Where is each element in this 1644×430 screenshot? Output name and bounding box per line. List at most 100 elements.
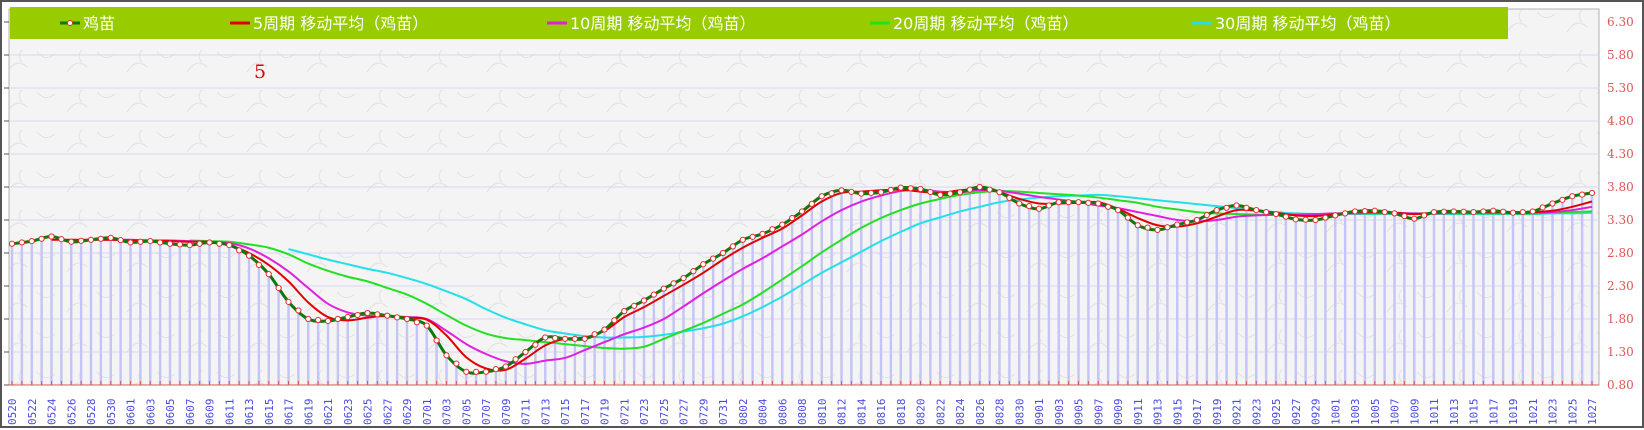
- data-point-marker: [1430, 208, 1438, 216]
- data-point-marker: [1045, 202, 1052, 209]
- x-tick-label: 0824: [954, 398, 967, 425]
- x-tick-label: 0615: [263, 399, 276, 426]
- data-point-marker: [838, 187, 845, 194]
- x-tick-label: 0729: [697, 399, 710, 426]
- data-point-marker: [621, 307, 628, 315]
- value-bars: [10, 187, 1594, 385]
- data-point-marker: [1085, 199, 1092, 206]
- data-point-marker: [502, 363, 509, 370]
- data-point-marker: [1371, 207, 1378, 214]
- data-point-marker: [492, 366, 499, 373]
- data-point-marker: [1411, 215, 1418, 222]
- data-point-marker: [384, 312, 391, 319]
- data-point-marker: [1391, 210, 1398, 217]
- data-point-marker: [779, 221, 786, 228]
- data-point-marker: [137, 238, 144, 245]
- y-tick-label: 1.80: [1607, 312, 1634, 326]
- data-point-marker: [897, 184, 904, 191]
- x-tick-label: 0901: [1033, 399, 1046, 426]
- data-point-marker: [1223, 204, 1230, 211]
- data-point-marker: [591, 331, 598, 338]
- x-tick-label: 0907: [1092, 399, 1105, 426]
- data-point-marker: [1529, 208, 1536, 215]
- data-point-marker: [1016, 200, 1023, 207]
- legend-label-2: 10周期 移动平均（鸡苗）: [570, 14, 755, 33]
- data-point-marker: [848, 188, 855, 196]
- x-tick-label: 0810: [816, 399, 829, 426]
- x-tick-label: 0623: [342, 399, 355, 426]
- data-point-marker: [1381, 208, 1388, 216]
- x-tick-label: 0723: [638, 399, 651, 426]
- data-point-marker: [1035, 205, 1043, 212]
- x-tick-label: 0820: [915, 399, 928, 426]
- x-tick-label: 0929: [1310, 399, 1323, 426]
- x-tick-label: 0911: [1132, 399, 1145, 426]
- x-tick-label: 0905: [1073, 399, 1086, 426]
- data-point-marker: [186, 241, 193, 249]
- data-point-marker: [512, 356, 519, 363]
- data-point-marker: [423, 322, 430, 329]
- data-point-marker: [1184, 219, 1191, 226]
- x-tick-label: 0903: [1053, 399, 1066, 426]
- data-point-marker: [403, 315, 411, 323]
- annotation-label: 5: [254, 61, 266, 83]
- x-tick-label: 0629: [401, 399, 414, 426]
- y-tick-label: 5.30: [1607, 81, 1634, 95]
- data-point-marker: [966, 186, 973, 193]
- legend-label-4: 30周期 移动平均（鸡苗）: [1215, 14, 1400, 33]
- data-point-marker: [433, 337, 440, 344]
- data-point-marker: [8, 240, 16, 247]
- x-tick-label: 1005: [1369, 399, 1382, 426]
- data-point-marker: [1075, 199, 1082, 206]
- data-point-marker: [917, 185, 924, 193]
- data-point-marker: [1282, 213, 1289, 220]
- data-point-marker: [1460, 208, 1467, 215]
- data-point-marker: [640, 297, 648, 304]
- x-tick-label: 0701: [421, 399, 434, 426]
- data-point-marker: [1154, 226, 1161, 233]
- data-point-marker: [394, 314, 401, 321]
- data-point-marker: [877, 189, 885, 196]
- data-point-marker: [344, 313, 351, 321]
- y-tick-label: 1.30: [1607, 345, 1634, 359]
- data-point-marker: [1124, 214, 1131, 221]
- data-point-marker: [1272, 210, 1280, 218]
- data-point-marker: [413, 319, 420, 326]
- data-point-marker: [561, 335, 569, 342]
- data-point-marker: [700, 261, 707, 268]
- data-point-marker: [808, 200, 815, 207]
- data-point-marker: [996, 189, 1003, 196]
- data-point-marker: [1203, 211, 1210, 219]
- data-point-marker: [87, 236, 95, 243]
- x-tick-label: 0625: [362, 399, 375, 426]
- data-point-marker: [868, 189, 875, 197]
- gridlines: [9, 54, 1599, 353]
- data-point-marker: [719, 249, 727, 257]
- data-point-marker: [729, 243, 736, 250]
- data-point-marker: [1519, 208, 1526, 216]
- data-point-marker: [117, 237, 124, 244]
- data-point-marker: [1026, 203, 1033, 210]
- data-point-marker: [473, 368, 480, 375]
- data-point-marker: [1233, 202, 1240, 209]
- data-point-marker: [453, 360, 460, 367]
- data-point-marker: [1253, 207, 1260, 214]
- data-point-marker: [1105, 203, 1112, 210]
- legend: 鸡苗 5周期 移动平均（鸡苗） 10周期 移动平均（鸡苗） 20周期 移动平均（鸡苗）…: [10, 7, 1508, 39]
- data-point-marker: [1332, 212, 1339, 219]
- data-point-marker: [670, 280, 677, 287]
- data-point-marker: [690, 268, 697, 275]
- x-tick-label: 0909: [1112, 399, 1125, 426]
- data-point-marker: [1539, 204, 1546, 211]
- data-point-marker: [818, 193, 825, 200]
- data-point-marker: [295, 307, 302, 314]
- x-tick-label: 1023: [1547, 399, 1560, 426]
- data-point-marker: [571, 335, 578, 342]
- data-point-marker: [374, 311, 381, 318]
- data-point-marker: [1263, 208, 1270, 216]
- legend-marker-icon: [67, 20, 73, 26]
- y-tick-label: 3.30: [1607, 213, 1634, 227]
- data-point-marker: [176, 241, 183, 248]
- x-tick-label: 0826: [974, 399, 987, 426]
